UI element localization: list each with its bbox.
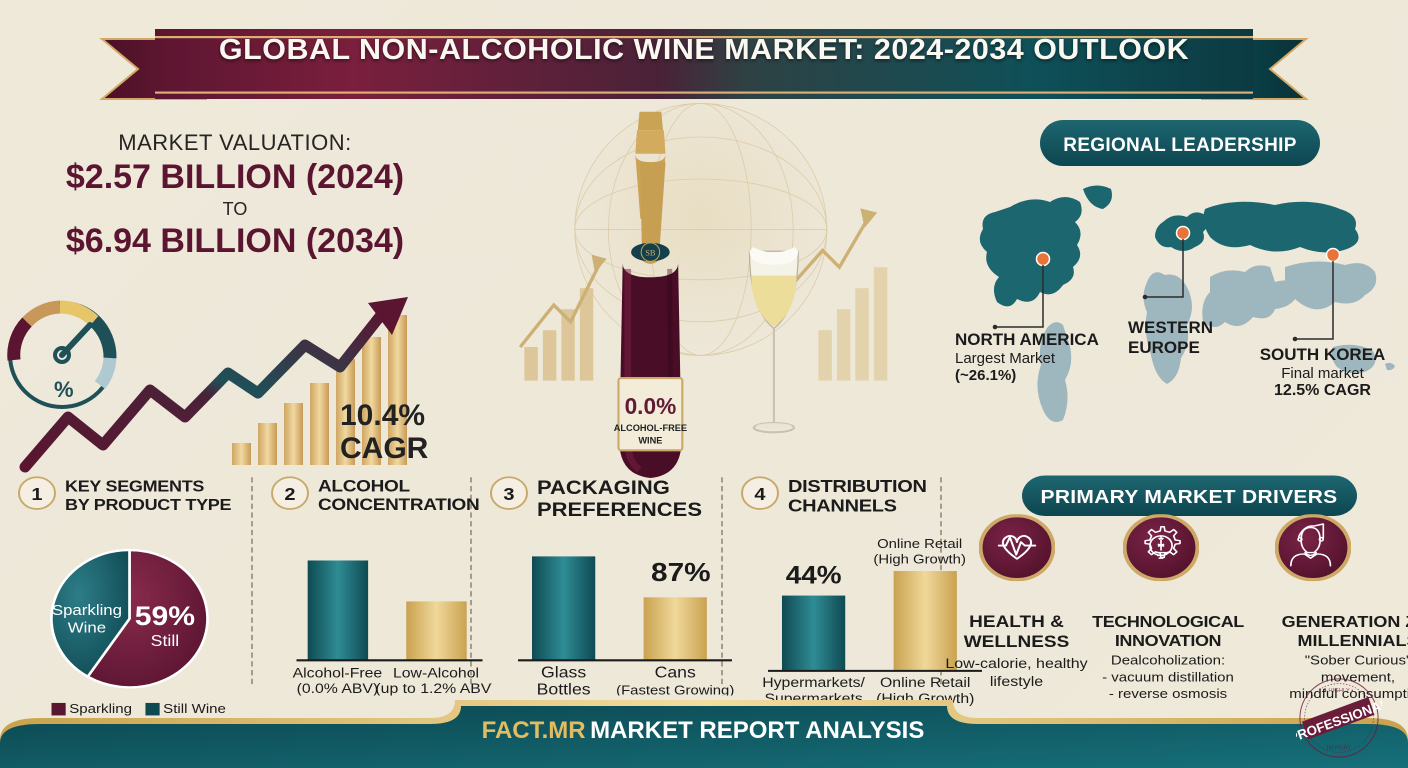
svg-text:44%: 44% bbox=[786, 561, 842, 589]
svg-text:2: 2 bbox=[284, 484, 295, 504]
svg-text:3: 3 bbox=[503, 484, 514, 504]
svg-text:(High Growth): (High Growth) bbox=[873, 551, 966, 566]
svg-text:PRIMARY MARKET DRIVERS: PRIMARY MARKET DRIVERS bbox=[1041, 487, 1338, 508]
svg-text:87%: 87% bbox=[651, 558, 711, 587]
svg-text:Hypermarkets/: Hypermarkets/ bbox=[762, 676, 866, 691]
svg-text:Wine: Wine bbox=[68, 621, 107, 637]
svg-text:(0.0% ABV): (0.0% ABV) bbox=[297, 682, 379, 696]
svg-text:59%: 59% bbox=[135, 602, 195, 632]
svg-text:Glass: Glass bbox=[541, 664, 586, 682]
svg-text:Low-Alcohol: Low-Alcohol bbox=[393, 666, 479, 681]
svg-text:REPORT: REPORT bbox=[1327, 745, 1352, 751]
svg-text:1: 1 bbox=[31, 484, 42, 504]
svg-text:Alcohol-Free: Alcohol-Free bbox=[293, 666, 383, 681]
svg-text:Online Retail: Online Retail bbox=[877, 536, 962, 551]
svg-text:Cans: Cans bbox=[655, 664, 696, 682]
svg-text:4: 4 bbox=[754, 484, 766, 504]
svg-text:Sparkling: Sparkling bbox=[52, 603, 122, 619]
svg-text:(Fastest Growing): (Fastest Growing) bbox=[616, 683, 734, 696]
svg-text:(up to 1.2% ABV): (up to 1.2% ABV) bbox=[375, 682, 492, 696]
svg-text:• HIGHLY •: • HIGHLY • bbox=[1325, 688, 1354, 694]
svg-text:Still: Still bbox=[151, 632, 180, 650]
svg-text:Bottles: Bottles bbox=[537, 681, 591, 696]
